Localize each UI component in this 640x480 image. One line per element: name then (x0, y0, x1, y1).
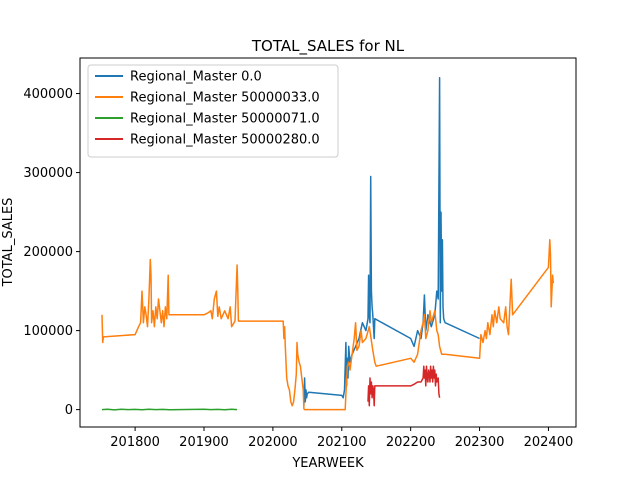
x-tick-label: 201900 (179, 435, 229, 450)
y-axis: 0 100000 200000 300000 400000 (23, 87, 80, 418)
plot-area (79, 57, 577, 428)
x-tick-label: 202200 (386, 435, 436, 450)
y-tick-label: 0 (65, 403, 73, 418)
x-tick-label: 202300 (455, 435, 505, 450)
legend-entry-label: Regional_Master 50000033.0 (130, 91, 320, 106)
y-tick-label: 300000 (23, 166, 73, 181)
y-tick-label: 200000 (23, 245, 73, 260)
series-line-4 (367, 365, 441, 407)
plot-frame (79, 57, 577, 428)
x-tick-label: 202400 (524, 435, 574, 450)
series-line-1 (303, 77, 480, 406)
series-line-2 (101, 238, 555, 411)
series-line-3 (101, 408, 238, 411)
x-tick-label: 202100 (317, 435, 367, 450)
x-tick-label: 201800 (110, 435, 160, 450)
legend-entry-label: Regional_Master 0.0 (130, 70, 262, 85)
y-tick-label: 400000 (23, 87, 73, 102)
x-axis: 201800 201900 202000 202100 202200 202300 2024… (110, 427, 573, 450)
legend: Regional_Master 0.0 Regional_Master 50000… (87, 64, 339, 158)
legend-box (87, 64, 339, 158)
legend-entry-label: Regional_Master 50000071.0 (130, 112, 320, 127)
series-layer (101, 77, 555, 411)
x-axis-label: YEARWEEK (291, 456, 364, 471)
y-tick-label: 100000 (23, 324, 73, 339)
x-tick-label: 202000 (248, 435, 298, 450)
y-axis-label: TOTAL_SALES (1, 198, 16, 288)
chart-title: TOTAL_SALES for NL (251, 37, 405, 56)
legend-entry-label: Regional_Master 50000280.0 (130, 133, 320, 148)
